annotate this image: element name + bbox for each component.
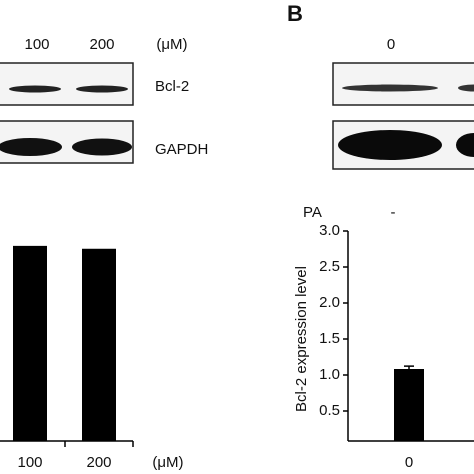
row-label: GAPDH: [155, 141, 208, 158]
treatment-label: PA: [303, 204, 322, 221]
x-unit: (μM): [152, 454, 183, 471]
row-label: Bcl-2: [155, 78, 189, 95]
unit-label: (μM): [156, 36, 187, 53]
treatment-mark: -: [391, 204, 396, 221]
x-tick-label: 200: [86, 454, 111, 471]
dose-label: 100: [24, 36, 49, 53]
band: [72, 138, 132, 156]
panel-label: B: [287, 1, 303, 26]
x-tick-label: 100: [17, 454, 42, 471]
bar: [13, 245, 47, 441]
y-tick-label: 1.5: [319, 330, 340, 347]
y-tick-label: 0.5: [319, 402, 340, 419]
band: [342, 84, 438, 92]
dose-label: 0: [387, 36, 395, 53]
y-tick-label: 2.5: [319, 258, 340, 275]
y-axis-label: Bcl-2 expression level: [293, 266, 310, 412]
band: [338, 130, 442, 160]
bar: [394, 369, 424, 441]
blot-box: [332, 62, 474, 106]
error-bar: [404, 365, 414, 369]
blot-box: [0, 62, 134, 106]
x-tick-label: 0: [405, 454, 413, 471]
band: [9, 85, 61, 93]
bar: [82, 248, 116, 441]
y-tick-label: 1.0: [319, 366, 340, 383]
band: [0, 138, 62, 156]
y-tick-label: 3.0: [319, 222, 340, 239]
band: [76, 85, 128, 93]
band: [458, 84, 474, 92]
band: [456, 133, 474, 157]
y-tick-label: 2.0: [319, 294, 340, 311]
dose-label: 200: [89, 36, 114, 53]
